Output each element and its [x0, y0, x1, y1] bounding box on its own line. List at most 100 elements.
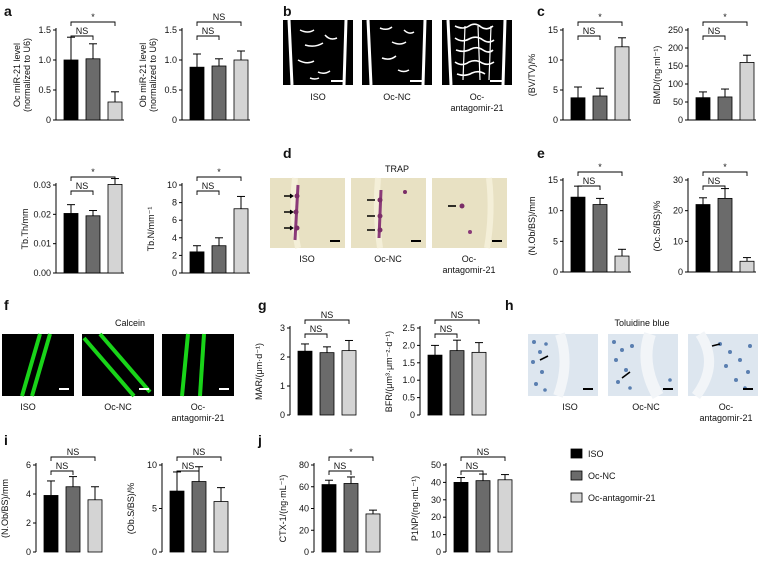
y-axis-label: (Oc.S/BS)/% [652, 200, 662, 251]
significance-label: NS [583, 176, 596, 186]
chart-a1: 0 0.5 1.0 1.5 Oc miR-21 level (normalized to … [12, 12, 124, 125]
y-axis-label: CTX-1/(ng·mL⁻¹) [278, 475, 288, 543]
panel-label-a: a [4, 3, 12, 19]
y-tick-label: 0.5 [164, 85, 177, 95]
y-tick-label: 40 [431, 477, 441, 487]
y-axis-label: BFR/(μm³·μm⁻²·d⁻¹) [384, 331, 394, 412]
chart-e2: 0 10 20 30 (Oc.S/BS)/% NS* [652, 162, 756, 277]
h-label-ocnc: Oc-NC [632, 402, 660, 412]
y-tick-label: 0 [46, 115, 51, 125]
calcein-iso [2, 333, 74, 397]
y-tick-label: 1.0 [38, 55, 51, 65]
y-tick-label: 0 [678, 115, 683, 125]
significance-bracket [196, 21, 242, 26]
bar-oc-antagomir-21 [365, 513, 381, 553]
y-tick-label: 10 [548, 206, 558, 216]
y-axis-label: (BV/TV)/% [527, 54, 537, 97]
b-label-oc: Oc- [470, 92, 485, 102]
y-tick-label: 0 [553, 115, 558, 125]
toluidine-images [528, 331, 758, 399]
legend-swatch-iso [570, 448, 583, 459]
significance-bracket [70, 190, 94, 195]
bar-oc-antagomir-21 [107, 184, 123, 274]
bar-oc-antagomir-21 [233, 59, 249, 121]
bar-oc-antagomir-21 [739, 62, 755, 121]
micro-ct-oc-nc [362, 19, 432, 86]
h-label-oc: Oc- [719, 402, 734, 412]
significance-bracket [196, 35, 220, 40]
significance-bracket [577, 185, 601, 190]
micro-ct-iso [283, 19, 353, 86]
y-axis-label: P1NP/(ng·mL⁻¹) [410, 476, 420, 541]
chart-g2: 0 0.5 1.0 1.5 2.0 2.5 BFR/(μm³·μm⁻²·d⁻¹) NS NS [384, 310, 487, 420]
significance-bracket [702, 185, 726, 190]
trap-images [270, 177, 507, 249]
significance-label: NS [334, 461, 347, 471]
chart-c1: 0 5 10 15 (BV/TV)/% NS* [527, 12, 631, 125]
bar-iso [169, 490, 185, 553]
bar-iso [321, 484, 337, 553]
legend-swatch-antagomir [570, 492, 583, 503]
significance-label: NS [583, 26, 596, 36]
trap-antagomir [432, 177, 507, 249]
significance-label: NS [321, 310, 334, 320]
chart-i2: 0 5 10 (Ob.S/BS)/% NS NS [126, 447, 229, 557]
y-tick-label: 0 [172, 268, 177, 278]
y-axis-label: (N.Ob/BS)/mm [0, 479, 10, 538]
significance-label: NS [477, 447, 490, 457]
d-label-oc: Oc- [462, 254, 477, 264]
d-title: TRAP [385, 164, 409, 174]
significance-bracket [70, 21, 116, 26]
bar-oc-nc [85, 58, 101, 121]
y-tick-label: 0 [280, 410, 285, 420]
bar-iso [427, 354, 443, 416]
y-tick-label: 2 [26, 518, 31, 528]
significance-label: NS [451, 310, 464, 320]
chart-tb1: 0.00 0.01 0.02 0.03 Tb.Th/mm NS* [20, 167, 124, 278]
legend-label-antagomir: Oc-antagomir-21 [588, 493, 656, 503]
y-tick-label: 200 [668, 43, 683, 53]
y-tick-label: 1.5 [402, 358, 415, 368]
y-tick-label: 5 [553, 236, 558, 246]
bar-oc-antagomir-21 [233, 208, 249, 274]
panel-label-c: c [537, 3, 545, 19]
y-tick-label: 250 [668, 25, 683, 35]
d-label-iso: ISO [299, 254, 315, 264]
y-tick-label: 20 [431, 512, 441, 522]
significance-bracket [196, 190, 220, 195]
significance-label: NS [202, 26, 215, 36]
y-tick-label: 0 [678, 267, 683, 277]
panel-label-d: d [283, 145, 292, 161]
chart-j2: 0 10 20 30 40 50 P1NP/(ng·mL⁻¹) NS NS [410, 447, 513, 557]
y-tick-label: 2 [280, 352, 285, 362]
significance-bracket [702, 21, 748, 26]
significance-label: NS [466, 461, 479, 471]
bar-oc-nc [717, 197, 733, 273]
y-tick-label: 10 [431, 530, 441, 540]
y-tick-label: 80 [299, 460, 309, 470]
toluidine-antagomir [688, 331, 758, 399]
y-tick-label: 100 [668, 79, 683, 89]
micro-ct-images [283, 19, 512, 86]
significance-label: * [723, 162, 727, 172]
y-tick-label: 50 [431, 460, 441, 470]
significance-label: * [598, 12, 602, 22]
toluidine-iso [528, 332, 598, 398]
bar-charts: 00.51.01.5Oc miR-21 level (normalized to … [0, 12, 756, 557]
bar-oc-nc [717, 96, 733, 121]
y-tick-label: 0 [152, 547, 157, 557]
significance-bracket [196, 176, 242, 181]
y-tick-label: 10 [673, 236, 683, 246]
legend-label-iso: ISO [588, 449, 604, 459]
significance-label: NS [202, 181, 215, 191]
y-tick-label: 2.0 [402, 340, 415, 350]
d-label-antagomir: antagomir-21 [442, 265, 495, 275]
bar-iso [63, 59, 79, 121]
significance-bracket [328, 456, 374, 461]
y-tick-label: 150 [668, 61, 683, 71]
calcein-images [2, 332, 234, 398]
significance-label: NS [708, 176, 721, 186]
y-tick-label: 1.5 [38, 25, 51, 35]
f-label-antagomir: antagomir-21 [171, 413, 224, 423]
bar-iso [189, 251, 205, 274]
